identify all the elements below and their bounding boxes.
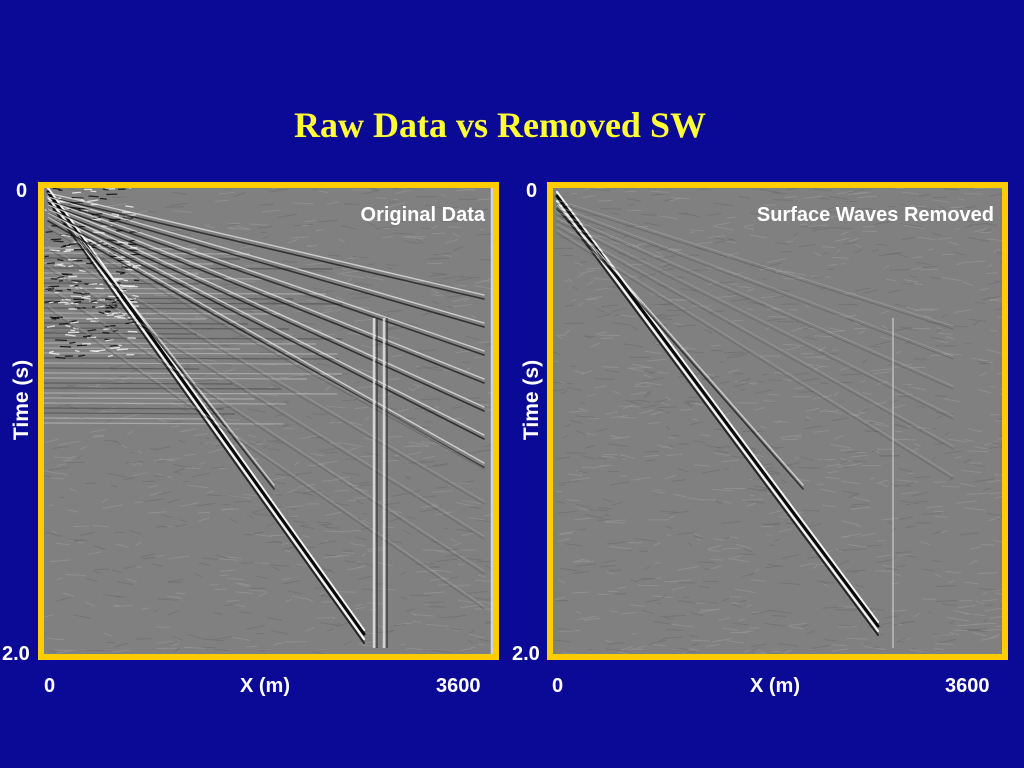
refraction-0: [47, 192, 485, 300]
x-axis-label-right: X (m): [750, 675, 800, 697]
refraction-5: [556, 229, 954, 480]
refraction-3: [556, 217, 954, 420]
y-bottom-tick-left: 2.0: [2, 643, 30, 665]
refraction-4: [556, 223, 954, 450]
slide-title: Raw Data vs Removed SW: [294, 105, 706, 145]
panel-label-removed: Surface Waves Removed: [756, 204, 994, 226]
y-top-tick-right: 0: [526, 180, 538, 202]
reflection-4: [47, 305, 485, 610]
x-right-tick-left: 3600: [436, 675, 481, 697]
filtered-gather-image: [553, 188, 1002, 654]
refraction-1: [556, 205, 954, 360]
refraction-0: [556, 199, 954, 330]
x-left-tick-right: 0: [552, 675, 564, 697]
original-gather-image: [44, 188, 493, 654]
original-data-panel: Original Data: [38, 182, 499, 660]
ground-roll-2: [47, 196, 275, 490]
reflection-2: [47, 265, 485, 540]
y-bottom-tick-right: 2.0: [512, 643, 540, 665]
y-top-tick-left: 0: [16, 180, 28, 202]
refraction-2: [47, 200, 485, 356]
reflection-3: [47, 285, 485, 575]
y-axis-label-right: Time (s): [520, 359, 543, 441]
dead-traces: [372, 188, 493, 654]
reflection-0: [47, 225, 485, 470]
panel-label-original: Original Data: [360, 204, 485, 226]
noise-texture: [553, 188, 1002, 654]
y-axis-label-left: Time (s): [10, 359, 33, 441]
refraction-1: [47, 196, 485, 328]
refraction-5: [47, 212, 485, 440]
x-right-tick-right: 3600: [945, 675, 990, 697]
reflection-1: [47, 245, 485, 505]
refraction-4: [47, 208, 485, 412]
refraction-3: [47, 204, 485, 384]
x-axis-label-left: X (m): [240, 675, 290, 697]
surface-waves-removed-panel: Surface Waves Removed: [547, 182, 1008, 660]
x-left-tick-left: 0: [44, 675, 56, 697]
refraction-2: [556, 211, 954, 390]
